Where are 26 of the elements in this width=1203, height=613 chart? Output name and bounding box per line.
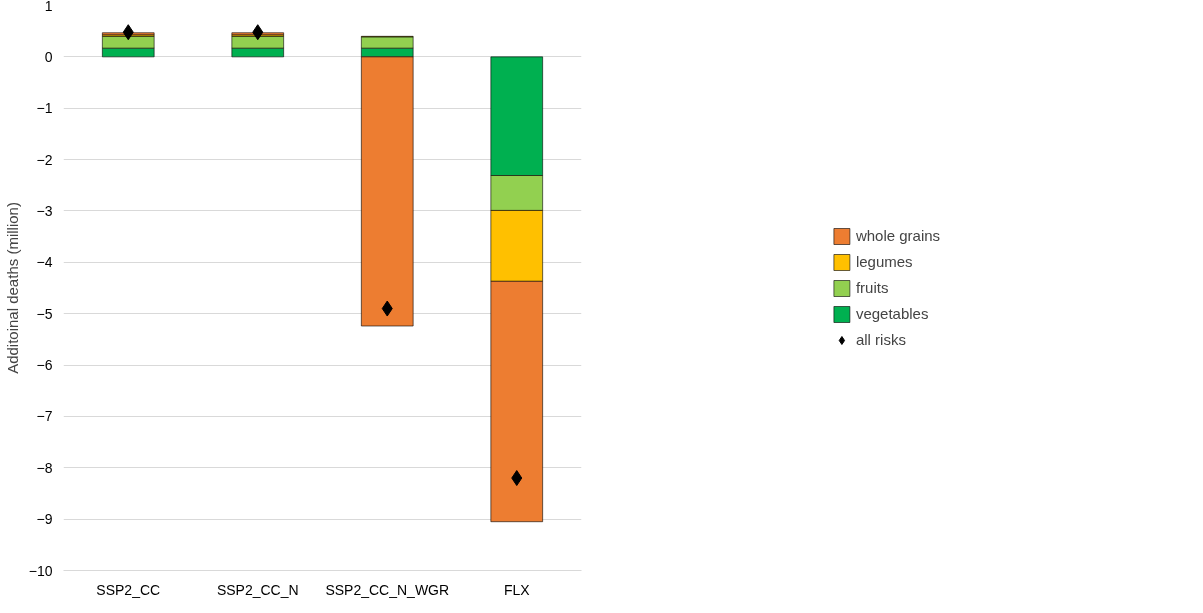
y-tick-label: −2 <box>36 151 53 168</box>
legend-label: all risks <box>855 331 906 348</box>
legend-label: vegetables <box>855 305 929 322</box>
y-tick-label: −7 <box>36 408 53 425</box>
y-tick-label: −8 <box>36 459 53 476</box>
y-tick-label: −5 <box>36 305 53 322</box>
x-tick-label: SSP2_CC <box>96 581 161 598</box>
y-axis-title: Additoinal deaths (million) <box>3 202 21 374</box>
y-tick-label: −6 <box>36 357 53 374</box>
legend-label: whole grains <box>855 227 941 244</box>
y-tick-label: −4 <box>36 254 53 271</box>
point <box>511 470 523 487</box>
y-tick-label: −1 <box>36 100 53 117</box>
y-tick-label: 1 <box>44 0 53 14</box>
point <box>381 300 393 317</box>
point <box>122 24 134 41</box>
legend-label: legumes <box>855 253 913 270</box>
x-tick-label: FLX <box>503 581 531 598</box>
x-tick-label: SSP2_CC_N <box>216 581 299 598</box>
x-tick-label: SSP2_CC_N_WGR <box>325 581 450 598</box>
y-tick-label: −9 <box>36 511 53 528</box>
legend-label: fruits <box>855 279 889 296</box>
y-tick-label: −3 <box>36 202 53 219</box>
y-tick-label: −10 <box>28 562 53 579</box>
point <box>252 24 264 41</box>
y-tick-label: 0 <box>44 48 53 65</box>
